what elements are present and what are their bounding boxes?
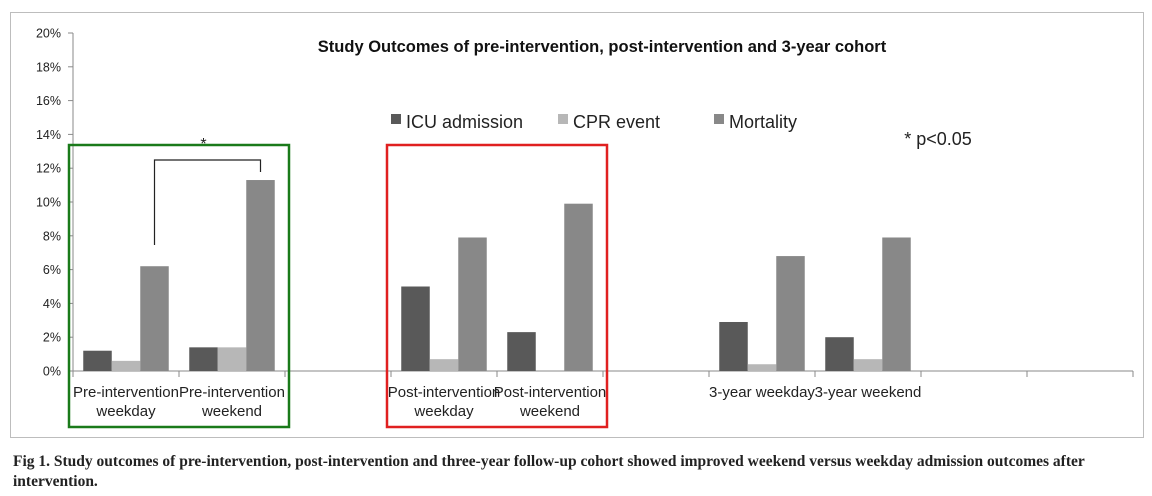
bars [83,180,911,371]
annotations: * * p<0.05 [67,129,972,429]
legend-label: Mortality [729,112,797,132]
x-tick-label: weekend [201,403,262,420]
x-tick-label: 3-year weekend [815,384,922,401]
x-tick-label: Pre-intervention [73,384,179,401]
bar [853,359,883,371]
x-tick-label: 3-year weekday [709,384,815,401]
bar-chart: 0% 2% 4% 6% 8% 10% 12% 14% 16% 18% 20% Pre-interve… [36,27,1134,429]
legend-label: ICU admission [406,112,523,132]
legend-label: CPR event [573,112,660,132]
x-tick-label: weekday [413,403,474,420]
x-tick-label: Post-intervention [388,384,501,401]
x-tick-label: Post-intervention [494,384,607,401]
significance-note: * p<0.05 [904,129,972,149]
bar [719,321,748,371]
axes: 0% 2% 4% 6% 8% 10% 12% 14% 16% 18% 20% [36,27,1134,379]
y-tick-label: 0% [43,365,61,379]
bar [776,256,805,371]
bar [217,347,247,371]
y-tick-label: 18% [36,60,61,74]
highlight-box [67,143,291,429]
y-tick-label: 8% [43,229,61,243]
y-tick-label: 14% [36,128,61,142]
bar [429,359,459,371]
bar [246,180,275,371]
legend-swatch [391,114,401,124]
legend-swatch [558,114,568,124]
bar [564,203,593,371]
highlight-box [385,143,609,429]
significance-bracket [153,159,262,245]
bar [140,266,169,371]
chart-frame [10,12,1144,438]
bar [882,237,911,371]
bar [401,286,430,371]
labels: Pre-intervention weekday Pre-intervention w… [73,384,921,420]
bar [458,237,487,371]
legend-swatch [714,114,724,124]
legend: ICU admission CPR event Mortality [391,112,797,132]
y-tick-label: 12% [36,162,61,176]
y-tick-label: 20% [36,27,61,41]
bar [825,337,854,371]
figure-caption: Fig 1. Study outcomes of pre-interventio… [13,453,1085,490]
x-tick-label: weekday [95,403,156,420]
x-tick-label: Pre-intervention [179,384,285,401]
y-tick-label: 10% [36,196,61,210]
y-tick-label: 2% [43,331,61,345]
bar [507,332,536,371]
y-tick-label: 16% [36,94,61,108]
bar [111,360,141,371]
y-tick-label: 4% [43,297,61,311]
chart-title: Study Outcomes of pre-intervention, post… [318,38,887,56]
x-tick-label: weekend [519,403,580,420]
y-tick-label: 6% [43,263,61,277]
bar [83,350,112,371]
bar [747,364,777,371]
bar [189,347,218,371]
